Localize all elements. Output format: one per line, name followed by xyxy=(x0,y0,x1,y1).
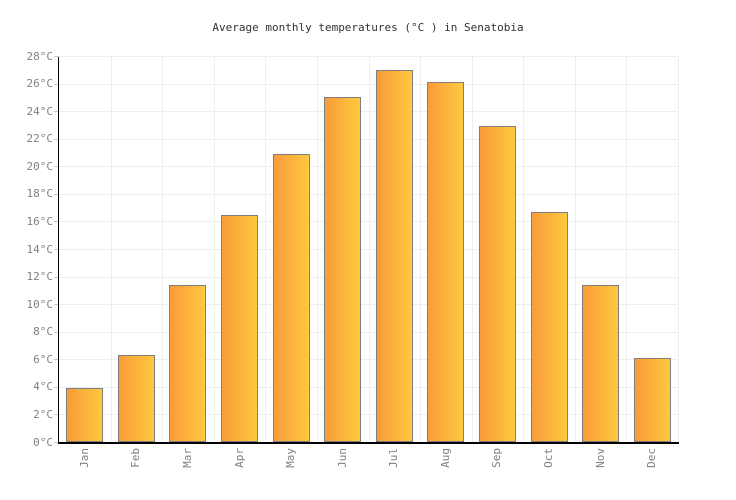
x-axis-label-dec: Dec xyxy=(645,448,659,468)
y-axis-label: 8°C xyxy=(33,325,53,339)
y-axis-label: 24°C xyxy=(26,104,54,118)
y-tick xyxy=(53,304,59,306)
y-axis-label: 2°C xyxy=(33,407,53,421)
x-grid-line xyxy=(574,56,576,443)
y-tick xyxy=(53,83,59,85)
bar-apr xyxy=(221,214,259,442)
x-grid-line xyxy=(162,56,164,443)
y-tick xyxy=(53,193,59,195)
y-axis-line xyxy=(57,57,59,444)
x-grid-line xyxy=(368,56,370,443)
x-axis-label-apr: Apr xyxy=(232,448,246,468)
y-axis-label: 20°C xyxy=(26,159,54,173)
y-tick xyxy=(53,56,59,57)
x-axis-label-feb: Feb xyxy=(129,448,143,468)
bar-sep xyxy=(478,126,516,442)
bar-jun xyxy=(324,97,362,442)
bar-dec xyxy=(633,357,671,442)
bar-aug xyxy=(427,82,465,442)
y-tick xyxy=(53,221,59,223)
y-axis-label: 26°C xyxy=(26,77,54,91)
x-axis-label-jul: Jul xyxy=(387,448,401,468)
bar-feb xyxy=(117,355,155,442)
bar-may xyxy=(272,153,310,442)
y-axis-label: 18°C xyxy=(26,187,54,201)
y-axis-label: 14°C xyxy=(26,242,54,256)
chart-title: Average monthly temperatures (°C ) in Se… xyxy=(212,21,524,34)
bar-jan xyxy=(66,388,104,442)
x-grid-line xyxy=(110,56,112,443)
bar-nov xyxy=(582,284,620,442)
x-grid-line xyxy=(316,56,318,443)
y-axis-label: 28°C xyxy=(26,49,54,63)
y-tick xyxy=(53,276,59,278)
y-axis-label: 0°C xyxy=(33,435,53,449)
y-tick xyxy=(53,359,59,361)
x-axis-label-jan: Jan xyxy=(77,448,91,468)
y-tick xyxy=(53,138,59,140)
x-axis-label-nov: Nov xyxy=(593,448,607,468)
y-tick xyxy=(53,111,59,113)
x-axis-label-jun: Jun xyxy=(335,448,349,468)
x-grid-line xyxy=(265,56,267,443)
y-axis-label: 6°C xyxy=(33,352,53,366)
x-axis-label-oct: Oct xyxy=(542,448,556,468)
x-grid-line xyxy=(471,56,473,443)
x-grid-line xyxy=(213,56,215,443)
y-axis-label: 16°C xyxy=(26,214,54,228)
y-axis-label: 22°C xyxy=(26,132,54,146)
bar-jul xyxy=(375,69,413,442)
x-grid-line xyxy=(678,56,679,443)
x-axis-label-aug: Aug xyxy=(438,448,452,468)
y-tick xyxy=(53,414,59,416)
x-grid-line xyxy=(523,56,525,443)
x-axis-label-mar: Mar xyxy=(180,448,194,468)
x-axis-line xyxy=(57,442,679,444)
y-tick xyxy=(53,331,59,333)
x-grid-line xyxy=(626,56,628,443)
y-axis-label: 12°C xyxy=(26,270,54,284)
x-axis-label-sep: Sep xyxy=(490,448,504,468)
bar-mar xyxy=(169,284,207,442)
y-tick xyxy=(53,166,59,168)
y-tick xyxy=(53,249,59,250)
y-axis-label: 4°C xyxy=(33,380,53,394)
y-tick xyxy=(53,386,59,388)
x-axis-label-may: May xyxy=(284,448,298,468)
y-axis-label: 10°C xyxy=(26,297,54,311)
bar-oct xyxy=(530,211,568,442)
x-grid-line xyxy=(420,56,422,443)
y-tick xyxy=(53,442,59,443)
